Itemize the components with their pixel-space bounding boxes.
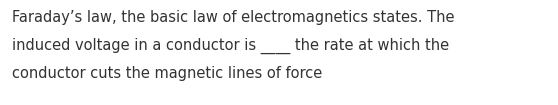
Text: Faraday’s law, the basic law of electromagnetics states. The: Faraday’s law, the basic law of electrom… [12, 10, 455, 25]
Text: conductor cuts the magnetic lines of force: conductor cuts the magnetic lines of for… [12, 66, 323, 81]
Text: induced voltage in a conductor is ____ the rate at which the: induced voltage in a conductor is ____ t… [12, 38, 449, 54]
